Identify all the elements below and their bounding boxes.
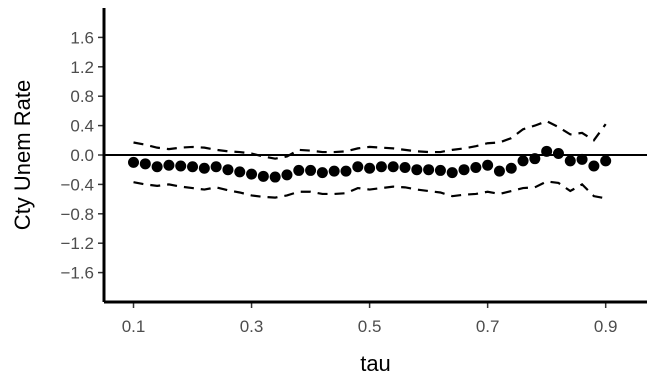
coefficient-point bbox=[529, 153, 541, 165]
x-tick-label: 0.9 bbox=[594, 317, 618, 336]
coefficient-point bbox=[493, 165, 505, 177]
coefficient-point bbox=[269, 171, 281, 183]
coefficient-point bbox=[257, 170, 269, 182]
coefficient-point bbox=[411, 164, 423, 176]
coefficient-point bbox=[305, 164, 317, 176]
coefficient-point bbox=[552, 148, 564, 160]
coefficient-point bbox=[163, 159, 175, 171]
y-tick-label: 0.4 bbox=[70, 117, 94, 136]
coefficient-point bbox=[482, 159, 494, 171]
coefficient-point bbox=[139, 158, 151, 170]
coefficient-point bbox=[505, 162, 517, 174]
y-tick-label: −0.4 bbox=[60, 175, 94, 194]
coefficient-point bbox=[293, 164, 305, 176]
y-tick-label: 0.8 bbox=[70, 87, 94, 106]
coefficient-point bbox=[600, 155, 612, 167]
coefficient-point bbox=[588, 160, 600, 172]
coefficient-point bbox=[222, 164, 234, 176]
y-tick-label: −1.6 bbox=[60, 264, 94, 283]
x-tick-label: 0.5 bbox=[358, 317, 382, 336]
confidence-bands bbox=[133, 119, 607, 200]
x-axis-title: tau bbox=[360, 351, 391, 376]
coefficient-point bbox=[328, 165, 340, 177]
y-axis-title: Cty Unem Rate bbox=[10, 80, 35, 230]
y-tick-label: 0.0 bbox=[70, 146, 94, 165]
coefficient-point bbox=[246, 168, 258, 180]
y-tick-label: −1.2 bbox=[60, 234, 94, 253]
coefficient-point bbox=[128, 156, 140, 168]
coefficient-point bbox=[387, 161, 399, 173]
coefficient-point bbox=[446, 167, 458, 179]
x-axis-ticks: 0.1 0.3 0.5 0.7 0.9 bbox=[122, 302, 618, 336]
x-tick-label: 0.3 bbox=[240, 317, 264, 336]
lower-band-line bbox=[133, 180, 606, 200]
x-tick-label: 0.1 bbox=[122, 317, 146, 336]
coefficient-point bbox=[151, 161, 163, 173]
coefficient-point bbox=[423, 164, 435, 176]
coefficient-point bbox=[375, 161, 387, 173]
coefficient-point bbox=[340, 165, 352, 177]
coefficient-point bbox=[187, 161, 199, 173]
coefficient-point bbox=[281, 169, 293, 181]
coefficient-point bbox=[364, 162, 376, 174]
coefficient-point bbox=[517, 155, 529, 167]
x-tick-label: 0.7 bbox=[476, 317, 500, 336]
coefficient-point bbox=[541, 145, 553, 157]
coefficient-point bbox=[564, 155, 576, 167]
y-tick-label: −0.8 bbox=[60, 205, 94, 224]
coefficient-point bbox=[234, 166, 246, 178]
coefficient-point bbox=[175, 160, 187, 172]
coefficient-point bbox=[316, 167, 328, 179]
coefficient-point bbox=[210, 161, 222, 173]
y-tick-label: 1.6 bbox=[70, 28, 94, 47]
coefficient-point bbox=[399, 161, 411, 173]
coefficient-points bbox=[128, 145, 612, 183]
coefficient-point bbox=[458, 164, 470, 176]
coefficient-point bbox=[434, 164, 446, 176]
coefficient-point bbox=[470, 161, 482, 173]
coefficient-point bbox=[198, 162, 210, 174]
y-tick-label: 1.2 bbox=[70, 58, 94, 77]
coefficient-point bbox=[352, 161, 364, 173]
upper-band-line bbox=[133, 119, 607, 160]
y-axis-ticks: 1.6 1.2 0.8 0.4 0.0 −0.4 −0.8 −1.2 −1.6 bbox=[60, 28, 104, 283]
coefficient-point bbox=[576, 153, 588, 165]
